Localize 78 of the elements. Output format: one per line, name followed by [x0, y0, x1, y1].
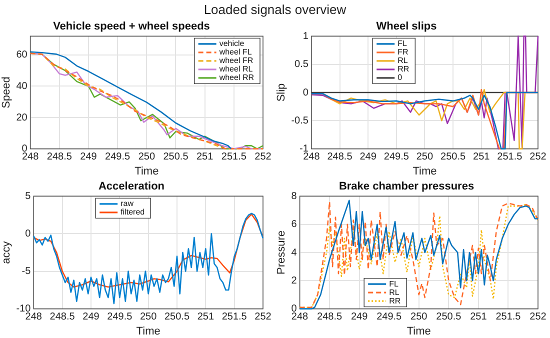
text: Loaded signals overview [202, 1, 348, 18]
legend-label: FR [398, 48, 408, 57]
legend-label: FL [389, 279, 399, 288]
y-tick-label: -0.5 [291, 115, 309, 126]
legend-label: wheel FR [218, 56, 254, 66]
legend-label: filtered [120, 208, 145, 217]
y-tick-label: 5 [25, 190, 32, 202]
chart-title: Vehicle speed + wheel speeds [53, 20, 210, 33]
x-tick-label: 249 [80, 152, 98, 163]
x-tick-label: 251.5 [222, 312, 248, 323]
legend-label: RR [398, 64, 410, 74]
x-tick-label: 250 [138, 152, 156, 163]
x-tick-label: 250.5 [436, 312, 462, 323]
x-tick-label: 251.5 [496, 312, 522, 323]
y-axis-title: Pressure [276, 230, 288, 275]
x-tick-label: 249 [82, 312, 100, 323]
chart-title: Wheel slips [376, 20, 437, 33]
x-tick-label: 251 [196, 152, 214, 163]
x-tick-label: 250 [140, 312, 158, 323]
x-tick-label: 248.5 [46, 152, 72, 163]
legend-label: vehicle [219, 39, 245, 48]
legend-label: RL [389, 288, 400, 297]
x-tick-label: 250.5 [164, 312, 190, 323]
x-tick-label: 251 [470, 312, 488, 323]
x-tick-label: 252 [530, 312, 547, 323]
x-tick-label: 248.5 [327, 152, 353, 163]
x-tick-label: 248 [291, 312, 309, 323]
x-tick-label: 252 [530, 152, 547, 163]
x-axis-title: Time [412, 165, 437, 178]
chart-title: Acceleration [98, 180, 165, 193]
y-tick-label: 4 [291, 247, 298, 258]
y-tick-label: 1 [302, 30, 309, 42]
x-axis-title: Time [406, 325, 431, 338]
x-tick-label: 251.5 [497, 152, 523, 163]
x-tick-label: 248 [25, 312, 42, 323]
y-tick-label: 0.5 [294, 59, 309, 70]
y-tick-label: 0 [302, 87, 309, 98]
x-tick-label: 249.5 [107, 312, 133, 323]
y-tick-label: 2 [291, 275, 298, 286]
y-tick-label: 0 [25, 228, 32, 240]
x-tick-label: 250 [416, 152, 434, 163]
x-tick-label: 252 [254, 312, 272, 323]
y-tick-label: 20 [16, 112, 28, 124]
y-axis-title: Speed [0, 76, 13, 108]
legend-label: RR [389, 296, 401, 306]
x-tick-label: 251 [473, 152, 490, 163]
y-axis-title: accy [0, 240, 13, 264]
x-tick-label: 249.5 [105, 152, 131, 163]
x-axis-title: Time [136, 325, 160, 338]
x-tick-label: 250.5 [440, 152, 466, 163]
x-tick-label: 251 [197, 312, 214, 323]
x-tick-label: 249.5 [384, 152, 410, 163]
legend-label: raw [120, 199, 134, 208]
y-axis-title: Slip [276, 83, 288, 102]
y-tick-label: 8 [291, 190, 298, 202]
x-tick-label: 248.5 [50, 312, 76, 323]
y-tick-label: 40 [16, 80, 28, 92]
y-tick-label: -5 [22, 266, 32, 278]
legend-label: wheel FL [218, 48, 252, 57]
x-tick-label: 249.5 [376, 312, 402, 323]
x-tick-label: 249 [360, 152, 377, 163]
x-tick-label: 248.5 [317, 312, 342, 323]
y-tick-label: 6 [291, 219, 298, 230]
legend-label: 0 [398, 73, 403, 82]
chart-title: Brake chamber pressures [338, 180, 474, 193]
legend-label: wheel RL [218, 64, 254, 74]
x-tick-label: 251.5 [221, 152, 247, 163]
x-tick-label: 249 [350, 312, 368, 323]
x-tick-label: 250.5 [163, 152, 189, 163]
x-tick-label: 248 [22, 152, 40, 163]
legend-label: FL [398, 39, 408, 48]
x-tick-label: 250 [410, 312, 428, 323]
x-tick-label: 248 [303, 152, 320, 163]
y-tick-label: 60 [16, 50, 28, 61]
x-tick-label: 252 [254, 152, 272, 163]
legend-label: RL [398, 56, 408, 66]
x-axis-title: Time [134, 165, 159, 178]
legend-label: wheel RR [218, 73, 254, 82]
